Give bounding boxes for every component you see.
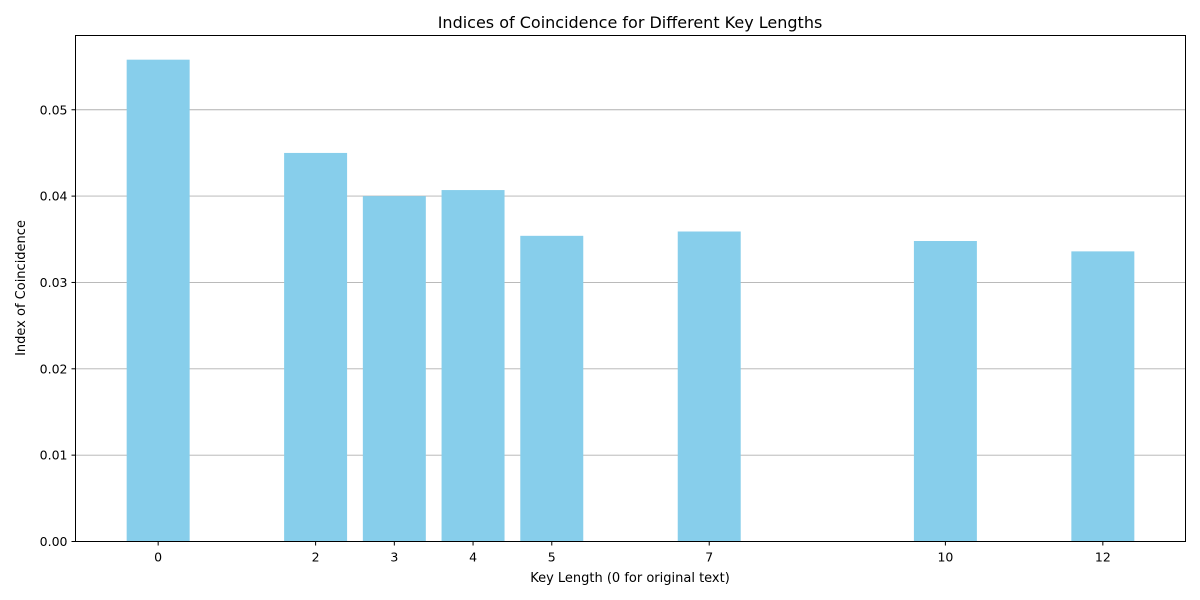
x-tick-label: 5 bbox=[548, 550, 556, 565]
y-axis-label: Index of Coincidence bbox=[14, 220, 29, 356]
y-tick-label: 0.00 bbox=[40, 534, 68, 549]
x-tick-label: 0 bbox=[154, 550, 162, 565]
plot-frame bbox=[75, 35, 1186, 542]
bars bbox=[126, 59, 1135, 542]
gridlines bbox=[75, 109, 1186, 456]
chart-title: Indices of Coincidence for Different Key… bbox=[438, 13, 823, 32]
y-tick-label: 0.04 bbox=[40, 189, 68, 204]
y-tick-label: 0.05 bbox=[40, 102, 68, 117]
x-tick-label: 10 bbox=[937, 550, 953, 565]
bar bbox=[126, 59, 190, 542]
x-tick-label: 2 bbox=[312, 550, 320, 565]
bar bbox=[441, 190, 505, 542]
bar bbox=[520, 235, 584, 542]
x-axis-label: Key Length (0 for original text) bbox=[530, 571, 730, 586]
y-tick-label: 0.02 bbox=[40, 361, 68, 376]
x-tick-label: 4 bbox=[469, 550, 477, 565]
y-tick-label: 0.01 bbox=[40, 448, 68, 463]
y-tick-label: 0.03 bbox=[40, 275, 68, 290]
x-axis-ticks: 0 2 3 4 5 7 10 12 bbox=[154, 541, 1111, 565]
bar bbox=[1071, 251, 1135, 542]
x-tick-label: 3 bbox=[390, 550, 398, 565]
bar bbox=[677, 231, 741, 542]
x-tick-label: 12 bbox=[1095, 550, 1111, 565]
bar bbox=[362, 196, 426, 542]
y-axis-ticks: 0.00 0.01 0.02 0.03 0.04 0.05 bbox=[40, 102, 76, 549]
bar bbox=[284, 152, 348, 542]
x-tick-label: 7 bbox=[705, 550, 713, 565]
bar bbox=[913, 241, 977, 542]
